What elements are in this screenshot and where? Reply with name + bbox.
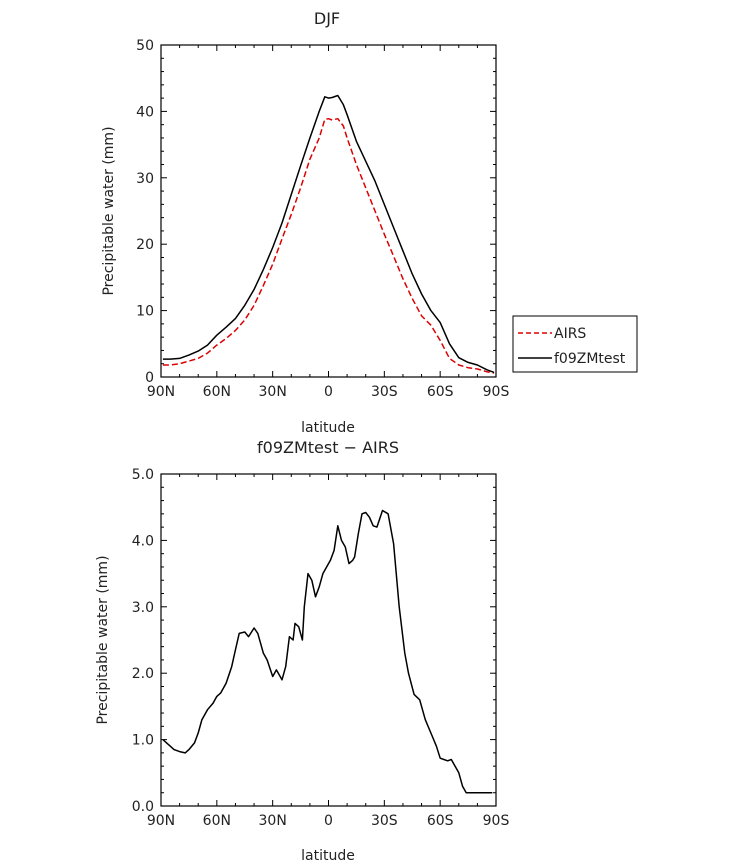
x-tick-label: 0 [324,384,333,400]
y-tick-label: 0 [145,370,154,386]
top-series-group [162,94,495,374]
series-line-airs [162,117,495,374]
y-tick-label: 20 [136,237,154,253]
y-tick-label: 5.0 [132,467,154,483]
x-tick-label: 90N [147,384,175,400]
top-panel: DJF 90N 60N 30N 0 30S 60S 90S 0 10 20 30 40 50 latit… [101,9,638,436]
bottom-plot-frame [160,473,497,807]
y-tick-label: 40 [136,104,154,120]
y-tick-label: 2.0 [132,666,154,682]
x-tick-label: 30N [259,384,287,400]
top-ticks: 90N 60N 30N 0 30S 60S 90S 0 10 20 30 40 50 [136,38,509,400]
x-tick-label: 90S [483,384,510,400]
x-tick-label: 60N [203,813,231,829]
legend-label-f09zmtest: f09ZMtest [554,351,626,367]
y-tick-label: 1.0 [132,733,154,749]
x-tick-label: 30S [371,813,398,829]
bottom-series-group [162,509,493,794]
x-tick-label: 60S [427,384,454,400]
bottom-y-axis-label: Precipitable water (mm) [95,555,111,724]
x-tick-label: 90S [483,813,510,829]
x-tick-label: 60S [427,813,454,829]
top-x-axis-label: latitude [301,420,355,436]
y-tick-label: 3.0 [132,600,154,616]
series-line-difference [162,509,493,794]
legend-box [512,315,638,373]
y-tick-label: 30 [136,171,154,187]
y-tick-label: 0.0 [132,799,154,815]
x-tick-label: 0 [324,813,333,829]
legend-label-airs: AIRS [554,326,586,342]
bottom-chart-title: f09ZMtest − AIRS [257,438,399,457]
x-tick-label: 30N [259,813,287,829]
x-tick-label: 60N [203,384,231,400]
x-tick-label: 30S [371,384,398,400]
top-y-axis-label: Precipitable water (mm) [101,126,117,295]
y-tick-label: 10 [136,304,154,320]
y-tick-label: 4.0 [132,533,154,549]
y-tick-label: 50 [136,38,154,54]
top-plot-frame [160,44,497,378]
legend: AIRS f09ZMtest [512,315,638,373]
x-tick-label: 90N [147,813,175,829]
bottom-x-axis-label: latitude [301,848,355,864]
bottom-ticks: 90N 60N 30N 0 30S 60S 90S 0.0 1.0 2.0 3.0 4.0 5.0 [132,467,510,829]
top-chart-title: DJF [314,9,340,28]
series-line-f09zmtest [162,94,495,374]
bottom-panel: f09ZMtest − AIRS 90N 60N 30N 0 30S 60S 90S 0.0 1… [95,438,509,864]
